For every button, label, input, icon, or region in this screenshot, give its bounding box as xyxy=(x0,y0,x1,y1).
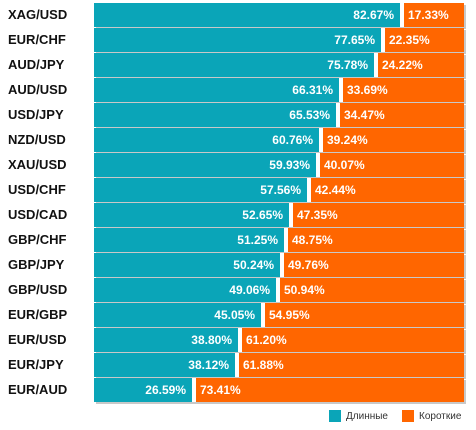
bar-divider xyxy=(192,378,196,402)
long-bar: 38.80% xyxy=(94,328,238,352)
short-bar: 34.47% xyxy=(336,103,464,127)
bar-row-aud-usd: AUD/USD 66.31% 33.69% xyxy=(0,78,476,102)
bar-divider xyxy=(336,103,340,127)
pair-label: XAU/USD xyxy=(8,157,67,172)
short-bar: 61.20% xyxy=(238,328,464,352)
short-bar: 50.94% xyxy=(276,278,464,302)
short-bar: 73.41% xyxy=(192,378,464,402)
short-bar: 47.35% xyxy=(289,203,464,227)
long-bar: 59.93% xyxy=(94,153,316,177)
pair-label: GBP/USD xyxy=(8,282,68,297)
bar-row-xau-usd: XAU/USD 59.93% 40.07% xyxy=(0,153,476,177)
long-bar: 49.06% xyxy=(94,278,276,302)
long-bar: 60.76% xyxy=(94,128,319,152)
short-bar: 54.95% xyxy=(261,303,464,327)
bar-divider xyxy=(261,303,265,327)
bar-row-eur-gbp: EUR/GBP 45.05% 54.95% xyxy=(0,303,476,327)
long-bar: 82.67% xyxy=(94,3,400,27)
short-bar: 48.75% xyxy=(284,228,464,252)
pair-label: USD/CHF xyxy=(8,182,66,197)
pair-label: XAG/USD xyxy=(8,7,68,22)
short-bar: 61.88% xyxy=(235,353,464,377)
long-bar: 50.24% xyxy=(94,253,280,277)
pair-label: EUR/AUD xyxy=(8,382,68,397)
pair-label: GBP/CHF xyxy=(8,232,67,247)
bar-divider xyxy=(381,28,385,52)
pair-label: GBP/JPY xyxy=(8,257,65,272)
long-bar: 65.53% xyxy=(94,103,336,127)
legend-short-swatch xyxy=(402,410,414,422)
bar-row-usd-jpy: USD/JPY 65.53% 34.47% xyxy=(0,103,476,127)
bar-row-eur-chf: EUR/CHF 77.65% 22.35% xyxy=(0,28,476,52)
bar-divider xyxy=(400,3,404,27)
bar-row-eur-aud: EUR/AUD 26.59% 73.41% xyxy=(0,378,476,402)
pair-label: EUR/USD xyxy=(8,332,67,347)
long-bar: 38.12% xyxy=(94,353,235,377)
short-bar: 33.69% xyxy=(339,78,464,102)
short-bar: 24.22% xyxy=(374,53,464,77)
pair-label: USD/CAD xyxy=(8,207,68,222)
bar-divider xyxy=(374,53,378,77)
bar-divider xyxy=(235,353,239,377)
bar-divider xyxy=(289,203,293,227)
bar-divider xyxy=(316,153,320,177)
bar-row-nzd-usd: NZD/USD 60.76% 39.24% xyxy=(0,128,476,152)
short-bar: 17.33% xyxy=(400,3,464,27)
legend-short-label: Короткие xyxy=(419,411,462,422)
bar-row-eur-usd: EUR/USD 38.80% 61.20% xyxy=(0,328,476,352)
long-bar: 52.65% xyxy=(94,203,289,227)
bar-divider xyxy=(284,228,288,252)
long-bar: 45.05% xyxy=(94,303,261,327)
pair-label: EUR/JPY xyxy=(8,357,64,372)
long-bar: 51.25% xyxy=(94,228,284,252)
pair-label: EUR/GBP xyxy=(8,307,68,322)
bar-row-gbp-chf: GBP/CHF 51.25% 48.75% xyxy=(0,228,476,252)
bar-row-aud-jpy: AUD/JPY 75.78% 24.22% xyxy=(0,53,476,77)
bar-divider xyxy=(276,278,280,302)
bar-row-xag-usd: XAG/USD 82.67% 17.33% xyxy=(0,3,476,27)
bar-row-usd-chf: USD/CHF 57.56% 42.44% xyxy=(0,178,476,202)
bar-divider xyxy=(238,328,242,352)
pair-label: NZD/USD xyxy=(8,132,66,147)
bar-divider xyxy=(319,128,323,152)
bar-divider xyxy=(307,178,311,202)
long-bar: 26.59% xyxy=(94,378,192,402)
bar-row-gbp-usd: GBP/USD 49.06% 50.94% xyxy=(0,278,476,302)
short-bar: 49.76% xyxy=(280,253,464,277)
short-bar: 22.35% xyxy=(381,28,464,52)
long-bar: 77.65% xyxy=(94,28,381,52)
pair-label: AUD/JPY xyxy=(8,57,65,72)
pair-label: AUD/USD xyxy=(8,82,68,97)
pair-label: USD/JPY xyxy=(8,107,64,122)
legend-long-label: Длинные xyxy=(346,411,388,422)
legend-long-swatch xyxy=(329,410,341,422)
bar-row-usd-cad: USD/CAD 52.65% 47.35% xyxy=(0,203,476,227)
long-bar: 75.78% xyxy=(94,53,374,77)
short-bar: 40.07% xyxy=(316,153,464,177)
bar-row-eur-jpy: EUR/JPY 38.12% 61.88% xyxy=(0,353,476,377)
short-bar: 42.44% xyxy=(307,178,464,202)
pair-label: EUR/CHF xyxy=(8,32,66,47)
bar-row-gbp-jpy: GBP/JPY 50.24% 49.76% xyxy=(0,253,476,277)
short-bar: 39.24% xyxy=(319,128,464,152)
long-bar: 57.56% xyxy=(94,178,307,202)
bar-divider xyxy=(339,78,343,102)
long-bar: 66.31% xyxy=(94,78,339,102)
bar-divider xyxy=(280,253,284,277)
